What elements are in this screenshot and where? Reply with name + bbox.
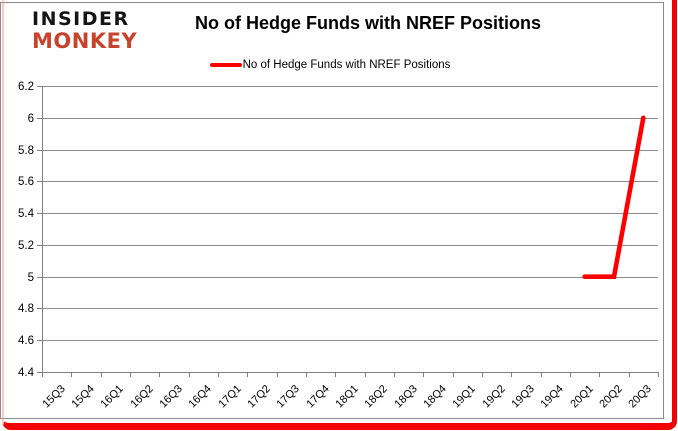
logo-text-insider: INSIDER xyxy=(32,8,130,30)
y-axis-label: 6.2 xyxy=(18,80,34,93)
logo-text-monkey: MONKEY xyxy=(32,29,138,53)
legend: No of Hedge Funds with NREF Positions xyxy=(0,59,660,71)
legend-line-marker xyxy=(209,63,242,67)
y-axis-label: 5 xyxy=(27,271,34,284)
chart-frame-border xyxy=(0,2,664,419)
y-axis-label: 4.6 xyxy=(18,334,34,347)
chart-title: No of Hedge Funds with NREF Positions xyxy=(195,13,541,33)
y-axis-label: 5.6 xyxy=(18,175,34,188)
y-axis-label: 6 xyxy=(27,112,34,125)
y-axis-label: 5.2 xyxy=(18,239,34,252)
y-axis-label: 4.4 xyxy=(18,366,34,379)
legend-label: No of Hedge Funds with NREF Positions xyxy=(242,59,451,71)
insider-monkey-logo: INSIDER MONKEY xyxy=(32,10,137,52)
y-axis-label: 4.8 xyxy=(18,302,34,315)
y-axis-label: 5.8 xyxy=(18,144,34,157)
y-axis-label: 5.4 xyxy=(18,207,34,220)
